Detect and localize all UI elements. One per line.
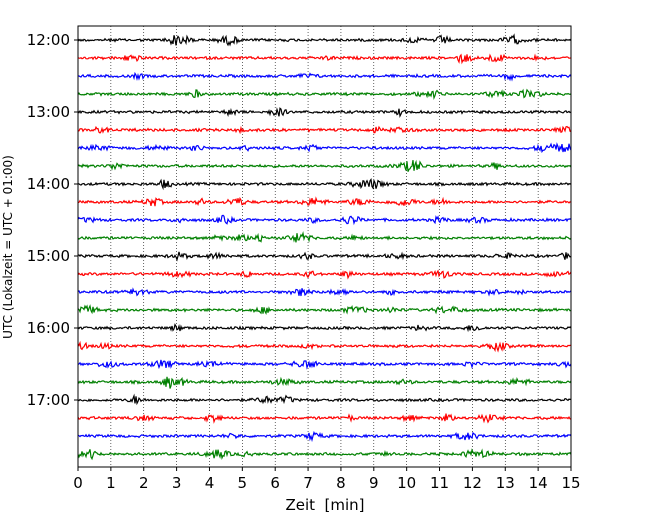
x-tick-label: 9 — [369, 474, 379, 492]
y-tick-label: 17:00 — [27, 391, 70, 409]
x-tick-label: 2 — [139, 474, 149, 492]
x-tick-label: 0 — [73, 474, 83, 492]
trace-1500 — [77, 251, 572, 262]
trace-1430 — [77, 214, 572, 226]
x-tick-label: 3 — [172, 474, 182, 492]
trace-1345 — [77, 159, 572, 172]
trace-1200 — [77, 33, 572, 47]
x-tick-label: 5 — [238, 474, 248, 492]
trace-1615 — [77, 340, 572, 353]
trace-1700 — [77, 393, 572, 406]
plot-area-frame — [77, 25, 572, 468]
trace-1715 — [77, 413, 572, 424]
trace-1215 — [77, 53, 572, 65]
y-tick-label: 14:00 — [27, 175, 70, 193]
trace-1245 — [77, 88, 572, 101]
trace-1730 — [77, 430, 572, 443]
x-tick-label: 10 — [397, 474, 416, 492]
y-tick-label: 16:00 — [27, 319, 70, 337]
trace-1745 — [77, 448, 572, 461]
y-tick-label: 13:00 — [27, 103, 70, 121]
trace-1530 — [77, 287, 572, 297]
trace-1330 — [77, 142, 572, 154]
y-axis-title: UTC (Lokalzeit = UTC + 01:00) — [1, 155, 15, 339]
x-tick-label: 14 — [529, 474, 548, 492]
y-tick-label: 12:00 — [27, 31, 70, 49]
minute-grid — [110, 26, 539, 467]
trace-1600 — [77, 323, 572, 333]
trace-1515 — [77, 269, 572, 280]
x-tick-label: 15 — [561, 474, 580, 492]
trace-1445 — [77, 231, 572, 243]
x-tick-label: 11 — [430, 474, 449, 492]
x-tick-label: 7 — [303, 474, 313, 492]
trace-1415 — [77, 196, 572, 207]
trace-1315 — [77, 125, 572, 135]
x-axis-title: Zeit [min] — [285, 496, 364, 514]
trace-1300 — [77, 107, 572, 118]
x-tick-label: 8 — [336, 474, 346, 492]
trace-1230 — [77, 71, 572, 82]
x-axis-ticks: 0 1 2 3 4 5 6 7 8 9 10 11 12 13 14 15 — [73, 467, 581, 492]
trace-1400 — [77, 177, 572, 191]
x-tick-label: 13 — [496, 474, 515, 492]
trace-1630 — [77, 359, 572, 370]
y-axis-ticks: 12:00 13:00 14:00 15:00 16:00 17:00 — [27, 31, 78, 409]
y-tick-label: 15:00 — [27, 247, 70, 265]
x-tick-label: 12 — [463, 474, 482, 492]
trace-1645 — [77, 376, 572, 389]
x-tick-label: 1 — [106, 474, 116, 492]
trace-1545 — [77, 304, 572, 315]
x-tick-label: 6 — [270, 474, 280, 492]
x-tick-label: 4 — [205, 474, 215, 492]
seismic-traces — [77, 33, 572, 461]
